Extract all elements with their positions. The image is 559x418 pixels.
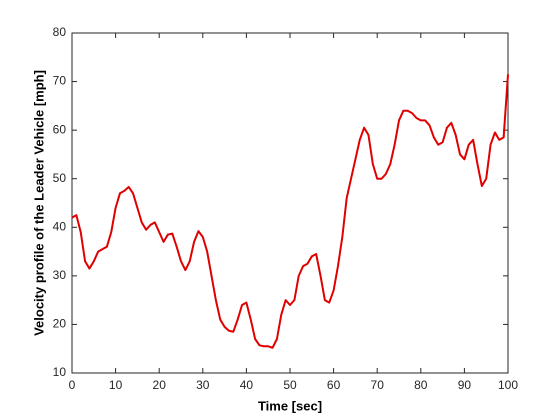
y-tick-label: 60 [53, 122, 67, 136]
x-tick-label: 20 [153, 378, 167, 392]
y-tick-label: 10 [53, 365, 67, 379]
y-tick-label: 80 [53, 25, 67, 39]
x-axis-label: Time [sec] [258, 398, 322, 413]
x-tick-label: 90 [458, 378, 472, 392]
data-line [71, 74, 509, 349]
x-tick-label: 80 [414, 378, 428, 392]
y-tick-label: 70 [53, 74, 67, 88]
y-axis-label: Velocity profile of the Leader Vehicle [… [31, 70, 46, 336]
y-tick-label: 20 [53, 317, 67, 331]
x-tick-label: 100 [498, 378, 518, 392]
x-tick-label: 30 [196, 378, 210, 392]
x-tick-label: 40 [240, 378, 254, 392]
plot-area [72, 33, 508, 373]
y-tick-label: 40 [53, 219, 67, 233]
y-tick-label: 30 [53, 268, 67, 282]
x-tick-label: 50 [283, 378, 297, 392]
y-tick-label: 50 [53, 171, 67, 185]
x-tick-label: 60 [327, 378, 341, 392]
x-tick-label: 10 [109, 378, 123, 392]
x-tick-label: 70 [371, 378, 385, 392]
axes-box [71, 32, 509, 374]
x-tick-label: 0 [69, 378, 76, 392]
